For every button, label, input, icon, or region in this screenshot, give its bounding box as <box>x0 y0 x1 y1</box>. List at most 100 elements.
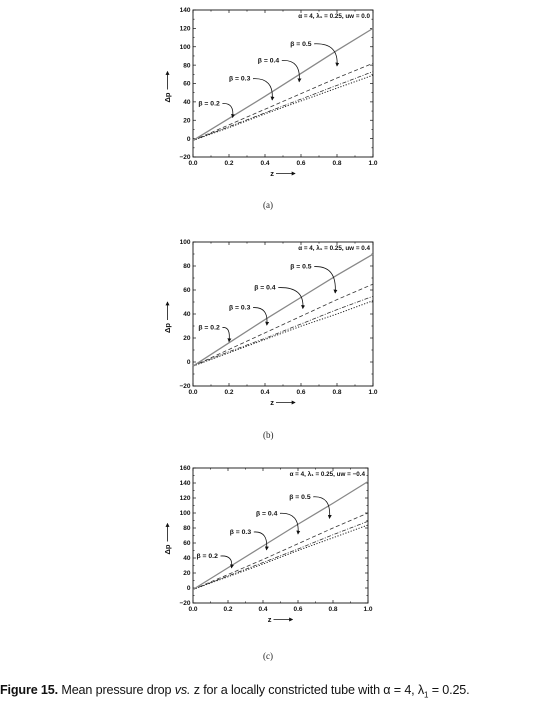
y-tick-label: 120 <box>180 26 191 33</box>
panel-label-b: (b) <box>263 430 274 440</box>
series-line-3 <box>192 62 374 141</box>
y-tick-label: 40 <box>183 311 191 318</box>
x-tick-label: 1.0 <box>363 606 372 613</box>
beta-label: β = 0.4 <box>258 57 280 64</box>
y-tick-label: 0 <box>187 585 191 592</box>
series-line-2 <box>192 71 374 141</box>
x-axis-label: z <box>268 615 272 624</box>
x-tick-label: 0.0 <box>188 160 197 167</box>
beta-arrow <box>252 78 275 101</box>
beta-arrow <box>252 307 270 326</box>
y-tick-label: 80 <box>183 62 191 69</box>
y-tick-label: 100 <box>180 44 191 51</box>
x-tick-label: 0.0 <box>188 389 197 396</box>
y-tick-label: 20 <box>183 570 191 577</box>
caption-text-2: z for a locally constricted tube with α … <box>190 683 425 697</box>
caption-text-3: = 0.25. <box>428 683 470 697</box>
x-tick-label: 0.6 <box>296 389 305 396</box>
series-line-2 <box>192 520 369 590</box>
chart-a: 0.0 0.2 0.4 0.6 0.8 1.0 −20 0 20 40 60 80 100 120 140 z… <box>163 7 378 178</box>
x-tick-label: 0.4 <box>258 606 267 613</box>
y-tick-label: 80 <box>183 525 191 532</box>
x-tick-label: 0.2 <box>223 606 232 613</box>
beta-arrow <box>314 43 340 67</box>
figure-caption: Figure 15. Mean pressure drop vs. z for … <box>0 683 552 713</box>
x-tick-label: 0.6 <box>293 606 302 613</box>
caption-subscript: 1 <box>424 690 429 700</box>
chart-panel-a: 0.0 0.2 0.4 0.6 0.8 1.0 −20 0 20 40 60 80 100 120 140 z… <box>0 0 552 230</box>
y-tick-label: 20 <box>183 335 191 342</box>
chart-b: 0.0 0.2 0.4 0.6 0.8 1.0 −20 0 20 40 60 80 100 z Δp β = … <box>163 239 378 407</box>
beta-label: β = 0.2 <box>198 101 220 108</box>
y-axis-label: Δp <box>163 323 172 333</box>
beta-label: β = 0.3 <box>229 76 251 83</box>
x-tick-label: 0.8 <box>332 389 341 396</box>
beta-arrow <box>313 496 332 519</box>
plot-frame <box>192 9 374 158</box>
beta-label: β = 0.5 <box>290 264 312 271</box>
series-line-4 <box>192 27 374 142</box>
beta-arrow <box>220 555 234 569</box>
y-tick-label: 0 <box>187 359 191 366</box>
caption-label: Figure 15. <box>0 683 58 697</box>
panel-label-a: (a) <box>263 200 273 210</box>
beta-arrow <box>314 266 338 294</box>
series-line-1 <box>192 74 374 141</box>
y-axis-label: Δp <box>163 92 172 102</box>
caption-vs: vs. <box>174 683 191 697</box>
y-tick-label: 0 <box>187 136 191 143</box>
y-tick-label: 120 <box>180 495 191 502</box>
beta-label: β = 0.3 <box>230 529 252 536</box>
chart-c: 0.0 0.2 0.4 0.6 0.8 1.0 −20 0 20 40 60 80 100 120 140 1… <box>163 465 373 624</box>
beta-arrow <box>222 103 236 119</box>
x-tick-label: 0.8 <box>328 606 337 613</box>
y-tick-label: 140 <box>180 7 191 14</box>
y-tick-label: 160 <box>180 465 191 472</box>
x-axis-label: z <box>270 169 274 178</box>
y-tick-label: −20 <box>179 154 190 161</box>
beta-arrow <box>279 512 301 535</box>
chart-panel-b: 0.0 0.2 0.4 0.6 0.8 1.0 −20 0 20 40 60 80 100 z Δp β = … <box>0 230 552 455</box>
beta-label: β = 0.3 <box>229 305 251 312</box>
x-tick-label: 0.2 <box>224 160 233 167</box>
plot-frame <box>192 241 374 387</box>
x-tick-label: 0.8 <box>332 160 341 167</box>
x-tick-label: 1.0 <box>368 160 377 167</box>
y-tick-label: 100 <box>180 239 191 246</box>
y-tick-label: 80 <box>183 263 191 270</box>
beta-label: β = 0.2 <box>198 325 220 332</box>
y-tick-label: 60 <box>183 287 191 294</box>
x-tick-label: 0.4 <box>260 160 269 167</box>
y-tick-label: 100 <box>180 510 191 517</box>
series-line-2 <box>192 295 374 367</box>
beta-label: β = 0.4 <box>254 285 276 292</box>
chart-annotation: α = 4, λ₁ = 0.25, uw = −0.4 <box>290 470 366 478</box>
caption-text-1: Mean pressure drop <box>58 683 175 697</box>
chart-annotation: α = 4, λ₁ = 0.25, uw = 0.0 <box>298 12 370 20</box>
beta-arrow <box>281 59 302 83</box>
series-line-1 <box>192 300 374 367</box>
x-tick-label: 0.4 <box>260 389 269 396</box>
y-tick-label: 40 <box>183 555 191 562</box>
x-axis-label: z <box>270 398 274 407</box>
x-tick-label: 0.0 <box>188 606 197 613</box>
beta-label: β = 0.4 <box>256 510 278 517</box>
x-tick-label: 1.0 <box>368 389 377 396</box>
series-line-3 <box>192 283 374 367</box>
chart-panel-c: 0.0 0.2 0.4 0.6 0.8 1.0 −20 0 20 40 60 80 100 120 140 1… <box>0 455 552 683</box>
series-line-4 <box>192 253 374 367</box>
series-line-1 <box>192 524 369 590</box>
beta-arrow <box>253 531 269 551</box>
panel-label-c: (c) <box>263 651 273 661</box>
y-axis-label: Δp <box>163 544 172 554</box>
beta-arrow <box>222 327 232 343</box>
beta-label: β = 0.5 <box>289 494 311 501</box>
beta-label: β = 0.5 <box>290 41 312 48</box>
y-tick-label: −20 <box>179 600 190 607</box>
y-tick-label: 60 <box>183 81 191 88</box>
series-line-3 <box>192 512 369 590</box>
y-tick-label: 140 <box>180 480 191 487</box>
beta-arrow <box>278 287 306 310</box>
y-tick-label: −20 <box>179 383 190 390</box>
x-tick-label: 0.6 <box>296 160 305 167</box>
